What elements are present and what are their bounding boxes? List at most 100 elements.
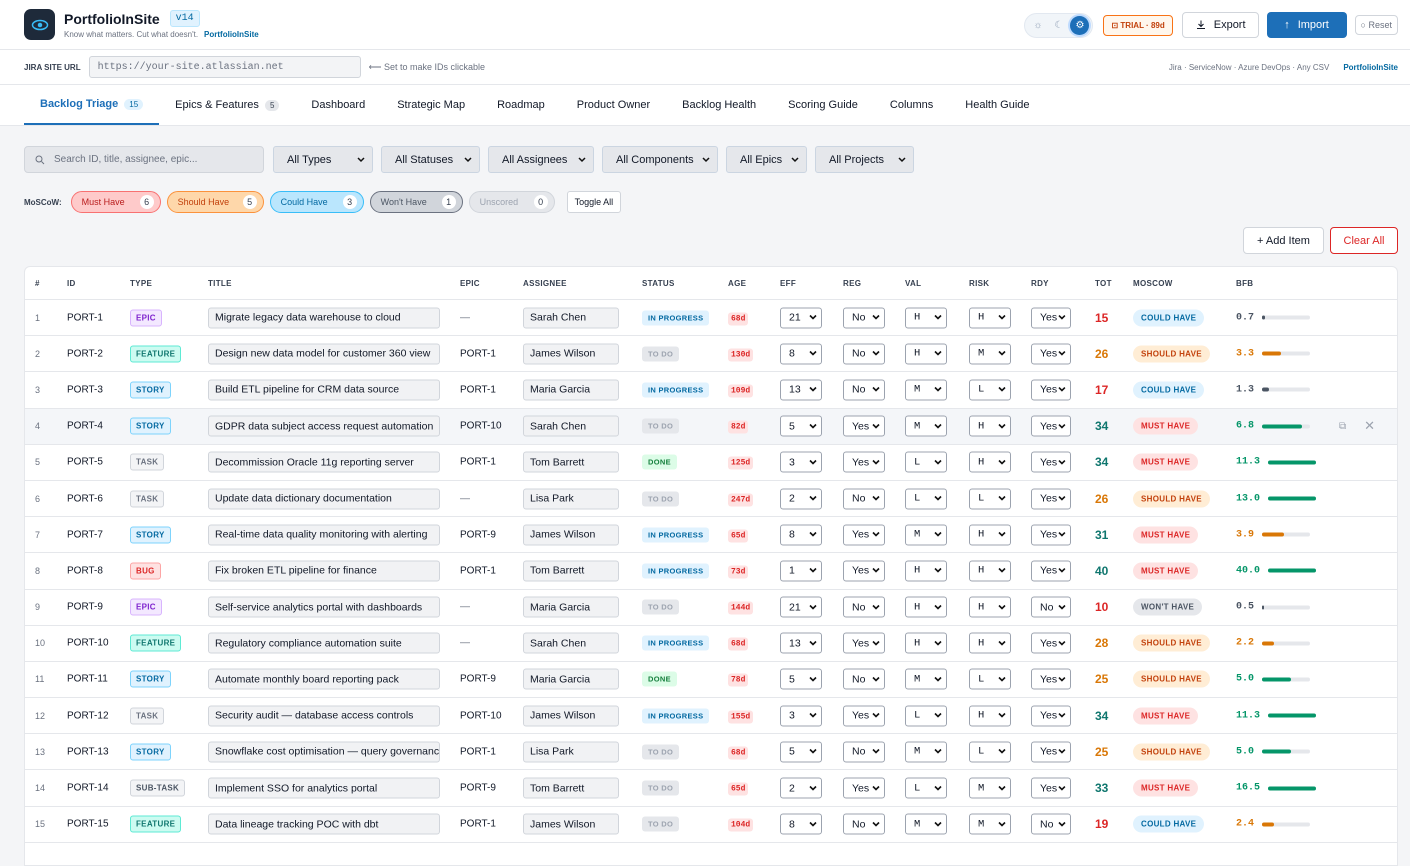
title-input[interactable]: Design new data model for customer 360 v… — [208, 343, 440, 365]
ready-select[interactable]: Yes — [1031, 307, 1071, 329]
status-badge[interactable]: IN PROGRESS — [642, 563, 710, 579]
regulatory-select[interactable]: Yes — [843, 632, 885, 654]
title-input[interactable]: Migrate legacy data warehouse to cloud — [208, 307, 440, 329]
chip-wont-have[interactable]: Won't Have 1 — [369, 191, 463, 213]
ready-select[interactable]: Yes — [1031, 741, 1071, 763]
moscow-badge[interactable]: MUST HAVE — [1133, 453, 1199, 471]
title-input[interactable]: Regulatory compliance automation suite — [208, 632, 440, 654]
moscow-badge[interactable]: COULD HAVE — [1133, 309, 1205, 327]
value-select[interactable]: L — [905, 777, 947, 799]
moscow-badge[interactable]: WON'T HAVE — [1133, 598, 1203, 616]
value-select[interactable]: M — [905, 741, 947, 763]
table-row[interactable]: 12 PORT-12 TASK Security audit — database a… — [25, 698, 1397, 735]
moscow-badge[interactable]: MUST HAVE — [1133, 562, 1199, 580]
effort-select[interactable]: 8 — [780, 813, 822, 835]
assignee-filter[interactable]: All Assignees — [488, 146, 594, 173]
table-row[interactable]: 11 PORT-11 STORY Automate monthly board rep… — [25, 662, 1397, 699]
import-button[interactable]: ↑ Import — [1266, 12, 1347, 38]
column-header[interactable]: TYPE — [130, 279, 153, 288]
table-row[interactable]: 1 PORT-1 EPIC Migrate legacy data warehouse… — [25, 300, 1397, 337]
title-input[interactable]: Fix broken ETL pipeline for finance — [208, 560, 440, 582]
item-id[interactable]: PORT-8 — [67, 565, 103, 577]
epic-link[interactable]: — — [460, 312, 470, 324]
title-input[interactable]: Automate monthly board reporting pack — [208, 668, 440, 690]
effort-select[interactable]: 1 — [780, 560, 822, 582]
assignee-input[interactable]: James Wilson — [523, 343, 619, 365]
regulatory-select[interactable]: Yes — [843, 705, 885, 727]
effort-select[interactable]: 2 — [780, 777, 822, 799]
title-input[interactable]: Self-service analytics portal with dashb… — [208, 596, 440, 618]
epic-link[interactable]: PORT-1 — [460, 746, 496, 758]
ready-select[interactable]: Yes — [1031, 488, 1071, 510]
item-id[interactable]: PORT-1 — [67, 312, 103, 324]
assignee-input[interactable]: Tom Barrett — [523, 451, 619, 473]
regulatory-select[interactable]: Yes — [843, 415, 885, 437]
tab-columns[interactable]: Columns — [874, 85, 949, 125]
regulatory-select[interactable]: No — [843, 488, 885, 510]
epic-filter[interactable]: All Epics — [726, 146, 807, 173]
status-badge[interactable]: IN PROGRESS — [642, 310, 710, 326]
table-row[interactable]: 10 PORT-10 FEATURE Regulatory compliance au… — [25, 626, 1397, 662]
ready-select[interactable]: Yes — [1031, 560, 1071, 582]
search-input[interactable]: Search ID, title, assignee, epic... — [24, 146, 264, 173]
effort-select[interactable]: 5 — [780, 741, 822, 763]
regulatory-select[interactable]: No — [843, 668, 885, 690]
copy-icon[interactable]: ⧉ — [1338, 420, 1347, 432]
risk-select[interactable]: H — [969, 632, 1011, 654]
epic-link[interactable]: PORT-10 — [460, 420, 502, 432]
value-select[interactable]: M — [905, 379, 947, 401]
chip-must-have[interactable]: Must Have 6 — [70, 191, 161, 213]
jira-url-input[interactable]: https://your-site.atlassian.net — [88, 56, 361, 78]
item-id[interactable]: PORT-4 — [67, 420, 103, 432]
item-id[interactable]: PORT-13 — [67, 746, 109, 758]
epic-link[interactable]: PORT-1 — [460, 384, 496, 396]
ready-select[interactable]: Yes — [1031, 451, 1071, 473]
tab-health-guide[interactable]: Health Guide — [949, 85, 1045, 125]
risk-select[interactable]: L — [969, 668, 1011, 690]
epic-link[interactable]: PORT-1 — [460, 348, 496, 360]
assignee-input[interactable]: James Wilson — [523, 705, 619, 727]
table-row[interactable]: 7 PORT-7 STORY Real-time data quality monit… — [25, 517, 1397, 554]
risk-select[interactable]: H — [969, 705, 1011, 727]
regulatory-select[interactable]: No — [843, 596, 885, 618]
column-header[interactable]: # — [35, 279, 40, 288]
value-select[interactable]: H — [905, 307, 947, 329]
assignee-input[interactable]: Lisa Park — [523, 488, 619, 510]
add-item-button[interactable]: + Add Item — [1243, 227, 1324, 254]
epic-link[interactable]: PORT-9 — [460, 529, 496, 541]
item-id[interactable]: PORT-3 — [67, 384, 103, 396]
effort-select[interactable]: 3 — [780, 451, 822, 473]
moscow-badge[interactable]: COULD HAVE — [1133, 815, 1205, 833]
status-badge[interactable]: DONE — [642, 671, 677, 687]
risk-select[interactable]: M — [969, 813, 1011, 835]
epic-link[interactable]: — — [460, 637, 470, 649]
tab-backlog-health[interactable]: Backlog Health — [666, 85, 772, 125]
export-button[interactable]: Export — [1181, 12, 1259, 38]
column-header[interactable]: VAL — [905, 279, 922, 288]
value-select[interactable]: H — [905, 560, 947, 582]
risk-select[interactable]: L — [969, 741, 1011, 763]
item-id[interactable]: PORT-5 — [67, 456, 103, 468]
effort-select[interactable]: 21 — [780, 307, 822, 329]
column-header[interactable]: RDY — [1031, 279, 1049, 288]
item-id[interactable]: PORT-14 — [67, 782, 109, 794]
sun-icon[interactable]: ☼ — [1033, 19, 1043, 31]
title-input[interactable]: Data lineage tracking POC with dbt — [208, 813, 440, 835]
status-badge[interactable]: TO DO — [642, 744, 680, 760]
column-header[interactable]: TITLE — [208, 279, 232, 288]
value-select[interactable]: L — [905, 488, 947, 510]
item-id[interactable]: PORT-7 — [67, 529, 103, 541]
status-badge[interactable]: TO DO — [642, 780, 680, 796]
assignee-input[interactable]: Sarah Chen — [523, 307, 619, 329]
column-header[interactable]: MOSCOW — [1133, 279, 1173, 288]
item-id[interactable]: PORT-10 — [67, 637, 109, 649]
status-badge[interactable]: DONE — [642, 454, 677, 470]
title-input[interactable]: Build ETL pipeline for CRM data source — [208, 379, 440, 401]
table-row[interactable]: 13 PORT-13 STORY Snowflake cost optimisatio… — [25, 734, 1397, 771]
epic-link[interactable]: PORT-9 — [460, 782, 496, 794]
item-id[interactable]: PORT-11 — [67, 673, 108, 685]
status-badge[interactable]: IN PROGRESS — [642, 708, 710, 724]
close-icon[interactable]: ✕ — [1364, 418, 1375, 434]
ready-select[interactable]: Yes — [1031, 632, 1071, 654]
value-select[interactable]: L — [905, 705, 947, 727]
